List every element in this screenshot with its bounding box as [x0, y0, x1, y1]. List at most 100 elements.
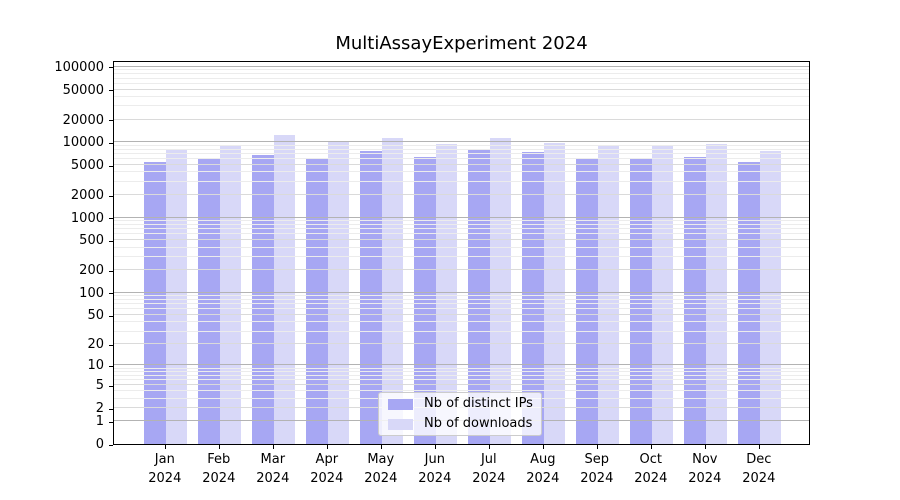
x-tick-month: Sep: [584, 452, 610, 467]
gridline: [114, 303, 809, 305]
gridline: [114, 171, 809, 173]
gridline: [114, 299, 809, 301]
legend-swatch-distinct-ips: [388, 398, 413, 410]
gridline: [114, 321, 809, 323]
x-tick-mark: [758, 445, 760, 449]
bar-downloads-feb: [219, 144, 242, 444]
bar-downloads-nov: [705, 144, 728, 444]
x-tick-month: Mar: [260, 452, 286, 467]
y-tick-label: 20000: [62, 112, 104, 128]
x-tick-mark: [380, 445, 382, 449]
y-tick-mark: [109, 293, 113, 295]
x-tick-year: 2024: [742, 471, 776, 486]
gridline: [114, 314, 809, 316]
x-tick-month: Nov: [692, 452, 718, 467]
gridline: [114, 144, 809, 146]
gridline: [114, 371, 809, 373]
gridline: [114, 384, 809, 386]
gridline: [114, 66, 809, 67]
legend-label-downloads: Nb of downloads: [424, 416, 533, 431]
y-tick-mark: [109, 270, 113, 272]
gridline: [114, 256, 809, 258]
gridline: [114, 158, 809, 160]
gridline: [114, 228, 809, 230]
x-tick-label-jan: Jan 2024: [137, 450, 193, 488]
y-tick-label: 1000: [70, 210, 104, 226]
y-tick-mark: [109, 444, 113, 446]
bar-downloads-jun: [435, 144, 458, 444]
x-tick-label-dec: Dec 2024: [731, 450, 787, 488]
y-tick-mark: [109, 165, 113, 167]
x-tick-mark: [326, 445, 328, 449]
x-tick-year: 2024: [148, 471, 182, 486]
gridline: [114, 367, 809, 369]
y-tick-label: 5000: [70, 158, 104, 174]
x-tick-mark: [434, 445, 436, 449]
x-tick-label-jun: Jun 2024: [407, 450, 463, 488]
y-tick-mark: [109, 408, 113, 410]
y-tick-mark: [109, 195, 113, 197]
y-tick-label: 20: [87, 337, 104, 353]
x-tick-label-may: May 2024: [353, 450, 409, 488]
x-tick-month: Jul: [480, 452, 497, 467]
legend-label-distinct-ips: Nb of distinct IPs: [424, 396, 533, 411]
gridline: [114, 233, 809, 235]
gridline: [114, 118, 809, 120]
bar-distinct-ips-feb: [198, 158, 220, 444]
gridline: [114, 105, 809, 107]
y-tick-mark: [109, 421, 113, 423]
bar-downloads-mar: [273, 134, 296, 444]
y-tick-mark: [109, 67, 113, 69]
plot-area: [113, 61, 810, 445]
y-tick-label: 50: [87, 308, 104, 324]
gridline: [114, 96, 809, 98]
legend-entry-downloads: Nb of downloads: [388, 416, 532, 432]
x-tick-month: Aug: [530, 452, 556, 467]
x-tick-mark: [272, 445, 274, 449]
x-tick-month: Jan: [154, 452, 175, 467]
x-tick-year: 2024: [634, 471, 668, 486]
x-tick-mark: [650, 445, 652, 449]
x-tick-year: 2024: [418, 471, 452, 486]
gridline: [114, 88, 809, 90]
x-tick-month: Feb: [207, 452, 231, 467]
x-tick-label-mar: Mar 2024: [245, 450, 301, 488]
x-tick-month: May: [367, 452, 395, 467]
bar-downloads-jul: [489, 138, 512, 444]
gridline: [114, 153, 809, 155]
gridline: [114, 220, 809, 222]
x-tick-label-apr: Apr 2024: [299, 450, 355, 488]
x-tick-year: 2024: [202, 471, 236, 486]
y-tick-label: 200: [79, 263, 104, 279]
y-tick-label: 500: [79, 233, 104, 249]
bar-distinct-ips-oct: [630, 158, 652, 444]
gridline: [114, 194, 809, 196]
x-tick-mark: [704, 445, 706, 449]
gridline: [114, 343, 809, 345]
gridline: [114, 246, 809, 248]
gridline: [114, 141, 809, 143]
bar-distinct-ips-apr: [306, 157, 328, 444]
y-tick-label: 50000: [62, 82, 104, 98]
gridline: [114, 308, 809, 310]
gridline: [114, 239, 809, 241]
gridline: [114, 164, 809, 166]
gridline: [114, 77, 809, 79]
x-tick-month: Oct: [639, 452, 663, 467]
y-tick-label: 2: [95, 401, 104, 417]
y-tick-label: 1: [95, 414, 104, 430]
x-tick-label-sep: Sep 2024: [569, 450, 625, 488]
y-tick-label: 100: [79, 285, 104, 301]
bar-downloads-aug: [543, 142, 566, 444]
bar-downloads-jan: [165, 148, 188, 444]
x-tick-label-jul: Jul 2024: [461, 450, 517, 488]
x-tick-mark: [542, 445, 544, 449]
x-tick-mark: [596, 445, 598, 449]
legend-swatch-downloads: [388, 418, 413, 430]
gridline: [114, 291, 809, 293]
y-tick-label: 2000: [70, 188, 104, 204]
x-tick-year: 2024: [472, 471, 506, 486]
y-tick-mark: [109, 344, 113, 346]
y-tick-mark: [109, 240, 113, 242]
